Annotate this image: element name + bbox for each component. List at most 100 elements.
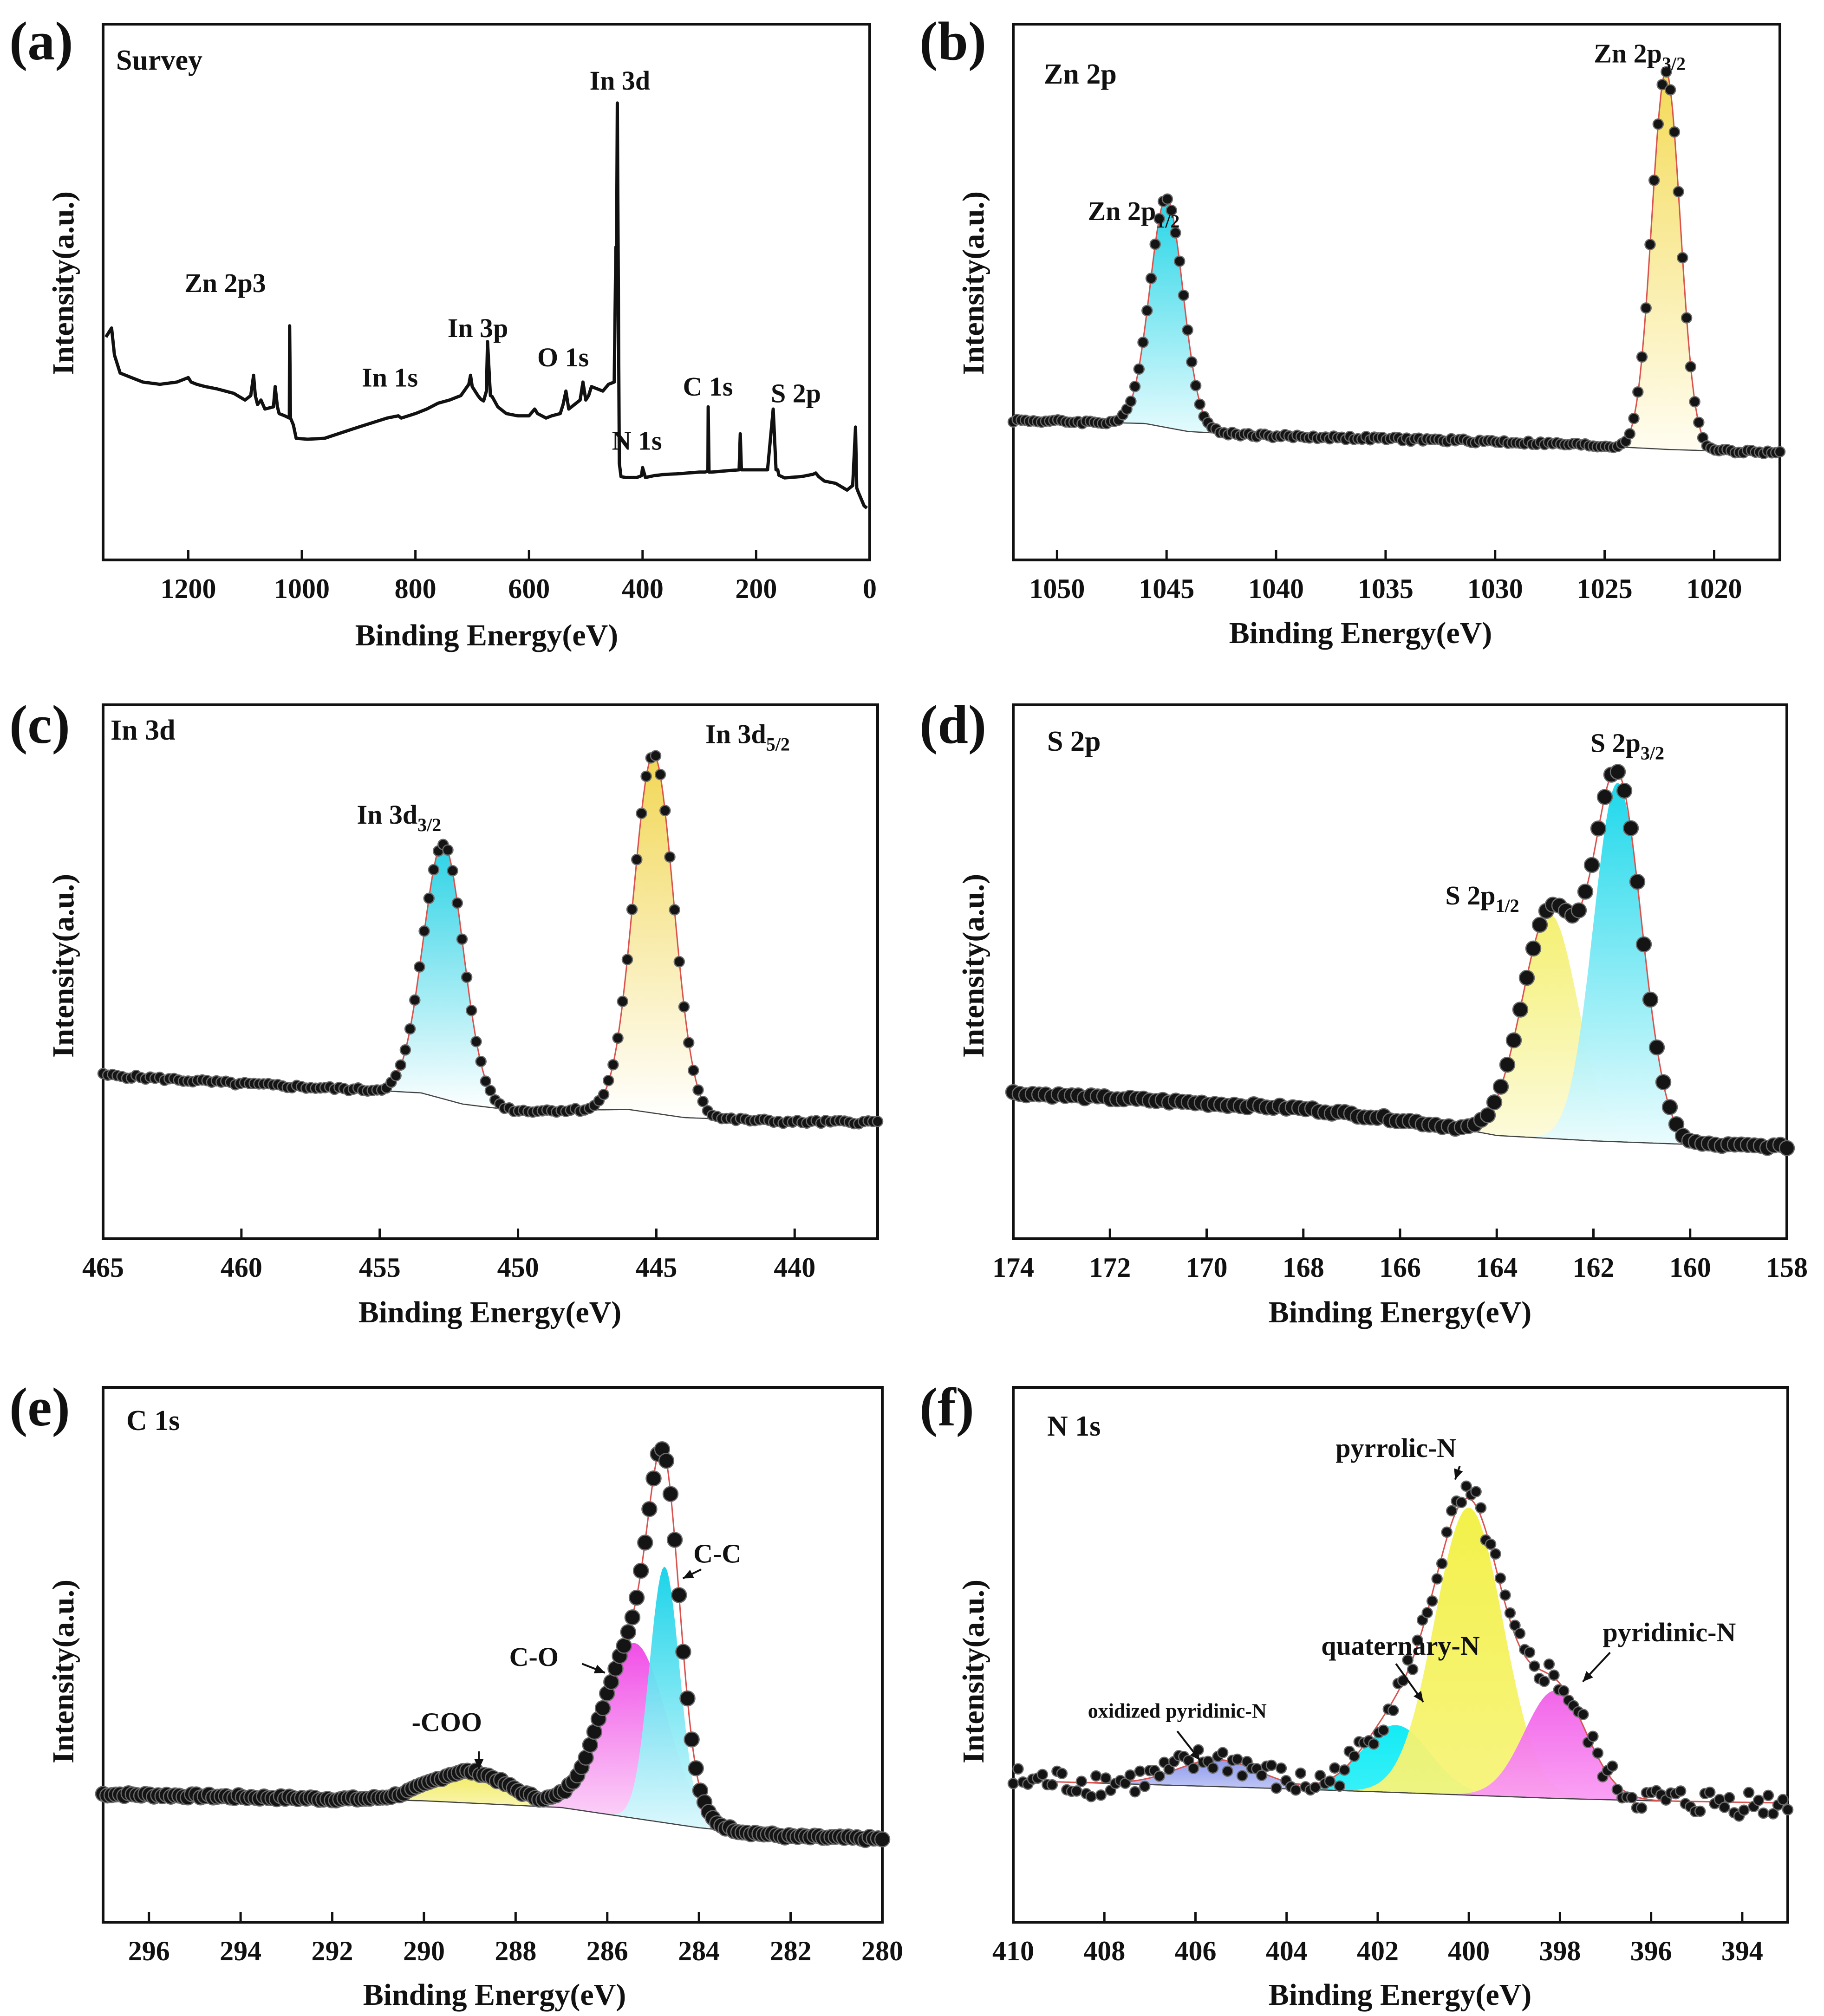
data-point <box>484 1085 496 1097</box>
panel-d-s2p: (d) Intensity(a.u.) Binding Energy(eV) S… <box>919 694 1808 1329</box>
annotation-arrowhead <box>1190 1749 1200 1761</box>
data-point <box>1479 1107 1496 1124</box>
data-point <box>1558 1685 1570 1697</box>
data-point <box>1674 1785 1687 1797</box>
x-tick-label: 460 <box>221 1252 262 1283</box>
x-tick-label: 172 <box>1089 1252 1131 1283</box>
data-point <box>1334 1780 1346 1792</box>
peak-label: -COO <box>412 1707 482 1737</box>
data-point <box>1762 1789 1774 1801</box>
x-tick-label: 0 <box>863 573 877 604</box>
data-point <box>1124 1769 1136 1781</box>
panel-letter-c: (c) <box>9 694 70 755</box>
data-point <box>461 971 473 983</box>
envelope-line <box>103 753 878 1123</box>
fit-component-in-3d5-2 <box>572 754 736 1120</box>
peak-label: S 2p3/2 <box>1590 728 1664 764</box>
peak-label: Zn 2p3 <box>184 268 266 298</box>
data-point <box>480 1075 492 1087</box>
data-point <box>1774 446 1786 458</box>
data-point <box>1632 386 1644 398</box>
data-point <box>607 1059 619 1071</box>
data-point <box>1178 289 1190 301</box>
data-point <box>1628 412 1640 424</box>
annotation-arrowhead <box>474 1759 484 1769</box>
data-point <box>598 1088 610 1100</box>
peak-label: quaternary-N <box>1321 1631 1480 1661</box>
data-point <box>1616 782 1633 799</box>
peak-label: In 3d <box>590 65 651 96</box>
y-axis-title-c: Intensity(a.u.) <box>46 874 80 1058</box>
data-point <box>620 1624 637 1640</box>
plot-area: S 2p1/2 S 2p3/2 <box>1005 728 1795 1156</box>
x-tick-label: 282 <box>770 1936 812 1966</box>
data-point <box>1583 857 1600 873</box>
data-point <box>1139 1781 1151 1792</box>
x-tick-label: 440 <box>774 1252 815 1283</box>
data-point <box>1677 252 1688 264</box>
x-tick-label: 286 <box>586 1936 628 1966</box>
fit-component-s-2p1-2 <box>1433 914 1667 1144</box>
data-point <box>399 1044 411 1056</box>
x-tick-label: 445 <box>635 1252 677 1283</box>
x-tick-label: 200 <box>735 573 777 604</box>
x-tick-label: 158 <box>1766 1252 1808 1283</box>
plot-frame <box>102 1386 884 1924</box>
data-point <box>1486 1094 1503 1111</box>
panel-e-c1s: (e) Intensity(a.u.) Binding Energy(eV) C… <box>9 1377 903 2012</box>
data-point <box>447 865 458 877</box>
x-tick-label: 1020 <box>1686 573 1742 604</box>
x-tick-label: 406 <box>1174 1936 1216 1966</box>
data-point <box>1499 1589 1511 1601</box>
x-tick-label: 400 <box>1448 1936 1490 1966</box>
data-point <box>1596 789 1613 805</box>
data-point <box>1505 1032 1522 1048</box>
data-point <box>1339 1764 1350 1776</box>
data-point <box>1767 1808 1779 1820</box>
data-point <box>673 956 685 968</box>
x-tick-label: 164 <box>1476 1252 1518 1283</box>
data-point <box>1758 1807 1769 1819</box>
data-point <box>1270 1782 1282 1794</box>
data-point <box>628 1589 645 1606</box>
data-point <box>414 961 425 973</box>
annotation-arrowhead <box>1414 1691 1424 1702</box>
data-point <box>451 897 463 909</box>
data-point <box>1548 1669 1560 1681</box>
panel-f-n1s: (f) Intensity(a.u.) Binding Energy(eV) N… <box>919 1377 1794 2012</box>
peak-label: O 1s <box>537 342 589 372</box>
x-tick-label: 288 <box>495 1936 536 1966</box>
data-point <box>1512 1001 1529 1018</box>
data-point <box>418 925 430 937</box>
data-point <box>395 1059 407 1071</box>
data-point <box>1723 1792 1735 1804</box>
panel-title-c: In 3d <box>111 715 176 746</box>
x-tick-label: 402 <box>1357 1936 1399 1966</box>
data-point <box>1166 204 1177 216</box>
x-tick-label: 1200 <box>160 573 216 604</box>
data-point <box>1100 1772 1112 1784</box>
x-tick-label: 400 <box>622 573 664 604</box>
panel-c-in3d: (c) Intensity(a.u.) Binding Energy(eV) I… <box>9 694 884 1329</box>
data-point <box>603 1074 614 1086</box>
data-point <box>1529 1660 1540 1672</box>
data-point <box>1624 428 1636 440</box>
x-axis-title-c: Binding Energy(eV) <box>358 1295 622 1329</box>
data-point <box>1402 1654 1414 1666</box>
y-axis-title-b: Intensity(a.u.) <box>957 191 990 375</box>
x-tick-label: 1050 <box>1029 573 1085 604</box>
data-point <box>1570 902 1587 918</box>
data-point <box>1190 380 1202 391</box>
x-tick-label: 465 <box>82 1252 124 1283</box>
data-point <box>1095 1789 1107 1801</box>
data-point <box>1470 1486 1482 1497</box>
data-point <box>1492 1079 1509 1095</box>
data-point <box>1153 213 1165 225</box>
fit-component-c-o <box>500 1643 769 1835</box>
x-tick-label: 280 <box>861 1936 903 1966</box>
data-point <box>1194 398 1206 410</box>
data-point <box>1368 1738 1380 1750</box>
data-point <box>1681 312 1693 324</box>
data-point <box>404 1023 416 1035</box>
